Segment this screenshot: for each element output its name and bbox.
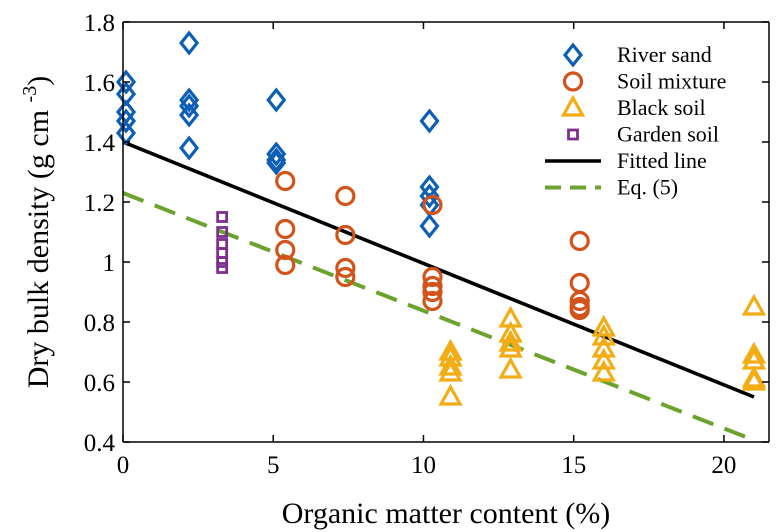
series-soil-mixture [275, 170, 590, 321]
data-point [335, 224, 356, 246]
legend-label: Garden soil [617, 122, 719, 147]
data-point [335, 185, 356, 207]
data-point [275, 218, 296, 240]
x-tick-label: 10 [411, 452, 436, 479]
data-point [569, 230, 590, 252]
legend-marker [567, 128, 579, 141]
legend-label: Black soil [617, 95, 706, 120]
data-point [266, 87, 287, 113]
data-point [216, 226, 229, 238]
x-tick-label: 20 [711, 452, 736, 479]
data-point [335, 257, 356, 279]
y-tick-label: 0.6 [84, 370, 115, 397]
data-point [179, 102, 200, 128]
data-point [422, 290, 443, 312]
axes: 0 5 10 15 20 0.4 0.6 0.8 1 1.2 1.4 1.6 1.8 [84, 10, 770, 479]
data-point [591, 335, 616, 358]
data-point [419, 213, 440, 239]
data-point [422, 275, 443, 297]
data-point [741, 293, 767, 316]
data-point [275, 239, 296, 261]
data-point [591, 314, 616, 337]
data-point [266, 147, 287, 173]
y-axis-label: Dry bulk density (g cm -3) [19, 76, 55, 388]
data-point [422, 194, 443, 216]
y-tick-label: 1 [103, 250, 116, 277]
legend-label: Eq. (5) [617, 175, 678, 200]
legend-item-soil-mixture: Soil mixture [562, 69, 726, 94]
data-point [498, 335, 523, 358]
data-point [419, 108, 440, 134]
data-point [569, 290, 590, 312]
data-point [179, 30, 200, 56]
data-point [115, 69, 137, 95]
data-point [438, 383, 463, 406]
data-point [438, 353, 463, 376]
y-tick-label: 1.6 [84, 70, 115, 97]
data-point [438, 359, 463, 382]
data-point [275, 254, 296, 276]
legend-label: Fitted line [617, 148, 707, 173]
data-point [741, 341, 767, 364]
data-point [591, 323, 616, 346]
data-point [179, 87, 200, 113]
data-point [179, 135, 200, 161]
legend-marker [562, 71, 584, 92]
data-point [419, 183, 440, 209]
x-tick-label: 0 [117, 452, 130, 479]
y-tick-label: 1.4 [84, 130, 116, 157]
legend-marker [560, 94, 586, 117]
marker-layer [115, 30, 767, 406]
data-point [216, 262, 229, 274]
x-tick-label: 15 [561, 452, 586, 479]
data-point [266, 150, 287, 176]
data-point [591, 347, 616, 370]
x-tick-label: 5 [267, 452, 280, 479]
data-point [115, 120, 137, 146]
data-point [569, 272, 590, 294]
data-point [591, 359, 616, 382]
data-point [115, 108, 137, 134]
y-tick-label: 1.8 [84, 10, 115, 37]
series-garden-soil [216, 211, 229, 274]
legend-item-eq-5: Eq. (5) [545, 175, 678, 200]
data-point [741, 368, 767, 391]
data-point [498, 329, 523, 352]
series-river-sand [115, 30, 440, 239]
series-black-soil [438, 293, 767, 406]
data-point [266, 141, 287, 167]
data-point [275, 170, 296, 192]
legend-item-black-soil: Black soil [560, 94, 706, 120]
data-point [179, 93, 200, 119]
data-point [335, 266, 356, 288]
data-point [216, 211, 229, 223]
data-point [498, 356, 523, 379]
y-tick-label: 0.8 [84, 310, 115, 337]
legend-item-river-sand: River sand [562, 42, 712, 68]
legend-item-garden-soil: Garden soil [567, 122, 719, 147]
y-tick-label: 0.4 [84, 430, 116, 457]
data-point [216, 256, 229, 268]
data-point [569, 299, 590, 321]
legend-marker [562, 42, 584, 68]
legend-label: River sand [617, 42, 712, 67]
data-point [422, 266, 443, 288]
legend-label: Soil mixture [617, 69, 726, 94]
x-axis-label: Organic matter content (%) [282, 497, 610, 530]
y-tick-label: 1.2 [84, 190, 115, 217]
data-point [422, 281, 443, 303]
legend-item-fitted-line: Fitted line [545, 148, 707, 173]
